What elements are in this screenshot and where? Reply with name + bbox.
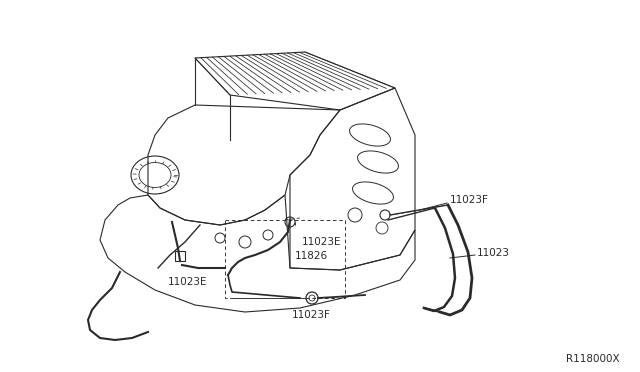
Text: 11023F: 11023F [292,310,331,320]
Bar [175,251,185,261]
Text: 11023E: 11023E [168,277,207,287]
Text: 11023E: 11023E [302,237,342,247]
Text: 11023: 11023 [477,248,510,258]
Text: R118000X: R118000X [566,354,620,364]
Text: 11826: 11826 [295,251,328,261]
Text: 11023F: 11023F [450,195,489,205]
